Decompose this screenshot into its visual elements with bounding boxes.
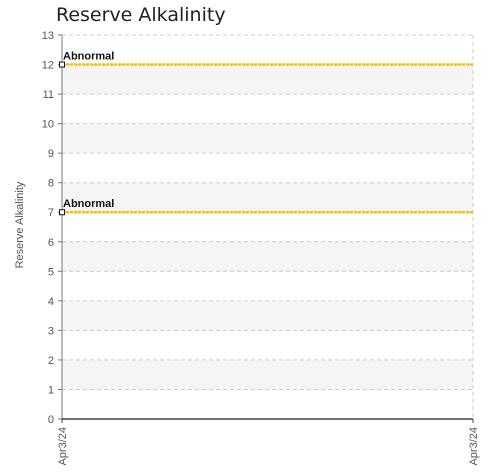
chart-title: Reserve Alkalinity (56, 4, 226, 26)
series-layer: Abnormal Abnormal (59, 51, 473, 216)
y-tick-label: 7 (48, 207, 54, 219)
plot-band (62, 359, 473, 390)
y-tick-label: 1 (48, 384, 54, 396)
plot-bands (62, 64, 473, 390)
series-point-marker (59, 209, 65, 216)
y-tick-label: 12 (42, 60, 54, 72)
point-annotation: Abnormal (63, 51, 114, 63)
y-tick-label: 6 (48, 237, 54, 249)
y-tick-label: 4 (48, 296, 54, 308)
plot-axes (61, 35, 473, 420)
y-tick-label: 0 (48, 414, 54, 426)
y-tick-label: 11 (43, 89, 54, 101)
x-axis-ticks: Apr3/24 Apr3/24 (57, 419, 480, 466)
y-tick-label: 9 (48, 148, 54, 160)
y-tick-label: 8 (48, 178, 54, 190)
y-tick-label: 5 (48, 266, 54, 278)
y-tick-label: 3 (48, 325, 54, 337)
y-tick-label: 13 (42, 30, 54, 42)
plot-band (62, 182, 473, 213)
plot-band (62, 64, 473, 95)
plot-band (62, 123, 473, 154)
x-tick-label: Apr3/24 (468, 427, 480, 466)
x-tick-label: Apr3/24 (57, 427, 69, 466)
y-axis-label: Reserve Alkalinity (14, 181, 26, 268)
point-annotation: Abnormal (63, 198, 114, 210)
y-tick-label: 2 (48, 355, 54, 367)
series-point-marker (59, 61, 65, 68)
plot-band (62, 241, 473, 272)
plot-band (62, 300, 473, 331)
y-tick-label: 10 (42, 119, 54, 131)
